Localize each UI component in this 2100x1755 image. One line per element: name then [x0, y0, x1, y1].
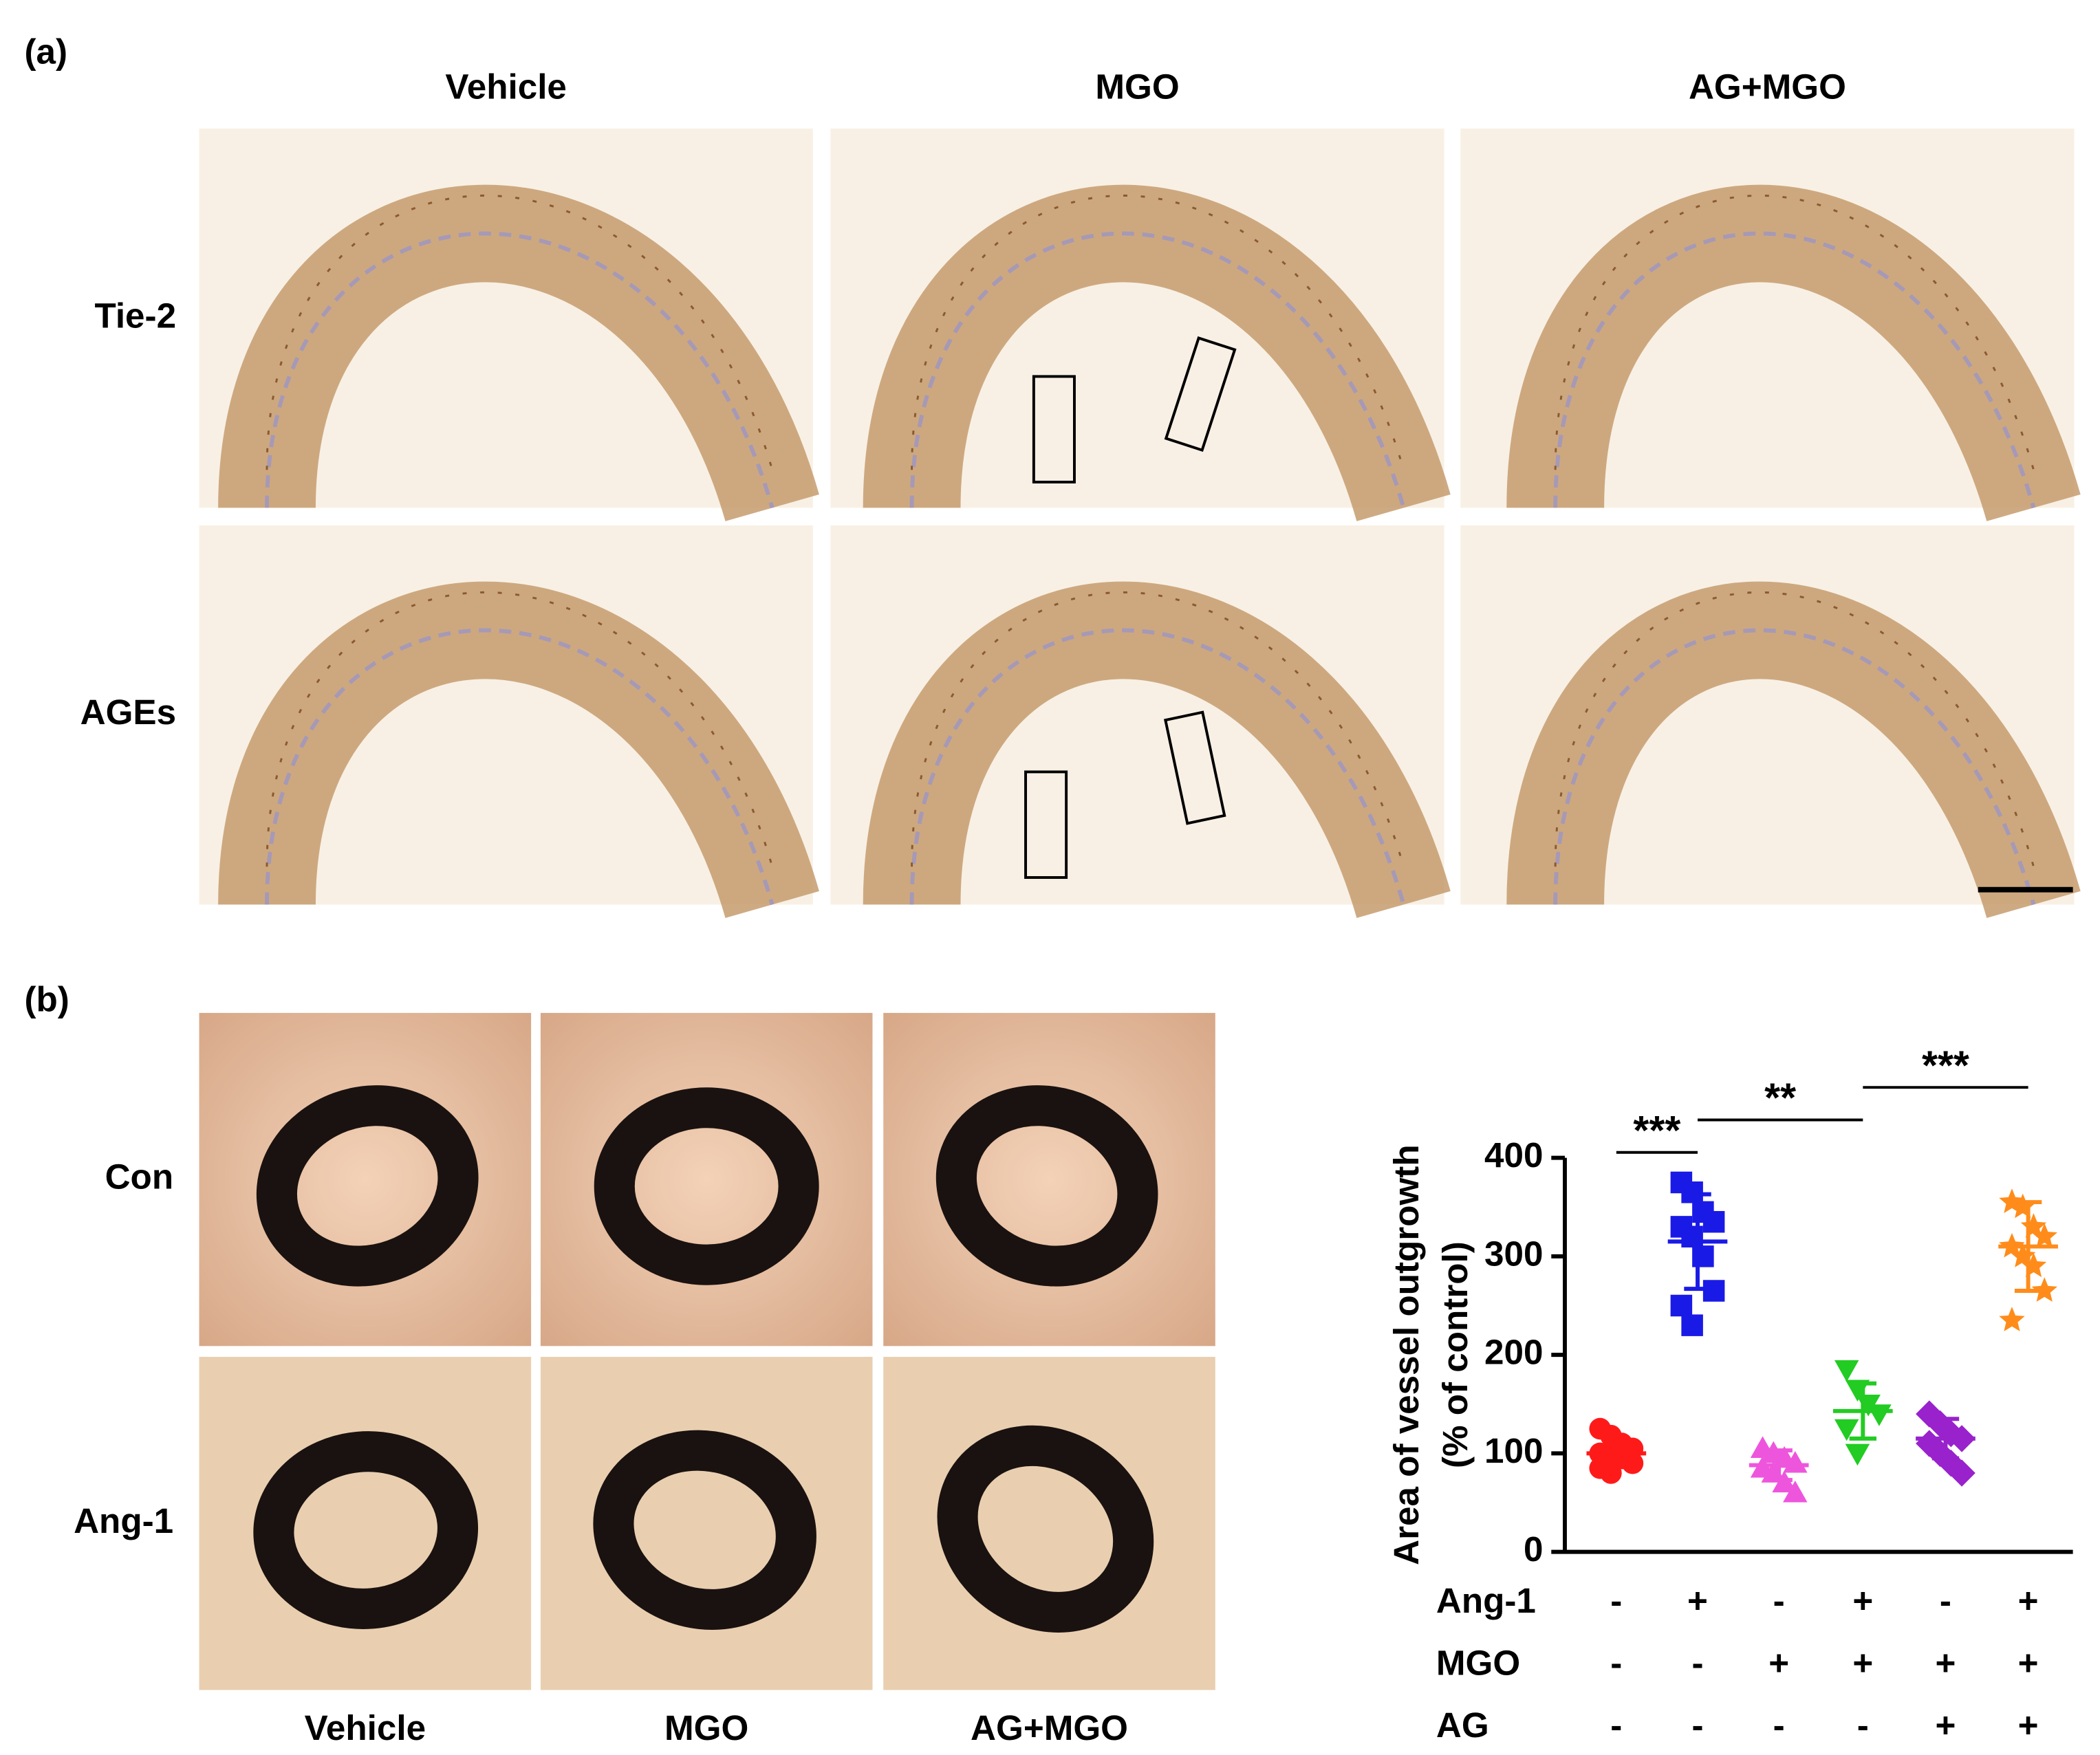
- data-point: [2031, 1277, 2057, 1302]
- vessel-wall: [863, 581, 1451, 918]
- aortic-ring: [594, 1087, 819, 1285]
- condition-sign: -: [1940, 1581, 1951, 1620]
- column-label: MGO: [1095, 67, 1179, 106]
- data-point: [1834, 1360, 1859, 1382]
- row-label: Con: [105, 1157, 174, 1197]
- condition-sign: -: [1773, 1705, 1785, 1745]
- data-point: [1867, 1404, 1892, 1426]
- ring-image: [540, 1012, 873, 1347]
- vessel-lamina: [1553, 628, 2036, 906]
- data-point: [1681, 1314, 1703, 1336]
- highlight-box: [1163, 710, 1226, 825]
- condition-sign: +: [1687, 1581, 1708, 1620]
- y-tick-label: 100: [1484, 1431, 1543, 1470]
- highlight-box: [1024, 770, 1068, 879]
- y-tick-label: 0: [1524, 1529, 1543, 1569]
- condition-sign: +: [2018, 1705, 2039, 1745]
- aortic-ring: [256, 1085, 479, 1287]
- y-axis-label: Area of vessel outgrowth: [1387, 1144, 1426, 1565]
- ring-image: [883, 1357, 1215, 1690]
- vessel-lamina: [1553, 231, 2036, 509]
- significance-label: ***: [1922, 1043, 1969, 1088]
- vessel-wall: [863, 184, 1451, 521]
- significance-label: **: [1764, 1076, 1796, 1121]
- condition-sign: +: [1852, 1581, 1873, 1620]
- row-label: Ang-1: [74, 1501, 173, 1540]
- vessel-lamina: [265, 628, 775, 906]
- y-tick-label: 200: [1484, 1333, 1543, 1372]
- condition-sign: -: [1610, 1644, 1622, 1683]
- data-point: [1999, 1307, 2025, 1331]
- aortic-ring: [937, 1425, 1154, 1633]
- column-label: MGO: [664, 1708, 748, 1747]
- aortic-ring: [935, 1085, 1158, 1287]
- y-tick-label: 400: [1484, 1135, 1543, 1175]
- data-point: [1783, 1450, 1808, 1473]
- condition-sign: -: [1610, 1705, 1622, 1745]
- condition-label: MGO: [1436, 1644, 1520, 1683]
- condition-sign: +: [2018, 1644, 2039, 1683]
- vessel-lamina: [265, 231, 775, 509]
- condition-label: AG: [1436, 1705, 1489, 1745]
- condition-label: Ang-1: [1436, 1581, 1536, 1620]
- panel-label: (a): [24, 32, 67, 71]
- condition-sign: -: [1691, 1644, 1703, 1683]
- data-point: [1670, 1294, 1693, 1317]
- condition-sign: +: [1852, 1644, 1873, 1683]
- row-label: AGEs: [80, 693, 176, 732]
- ring-image: [883, 1012, 1215, 1347]
- y-tick-label: 300: [1484, 1234, 1543, 1273]
- column-label: AG+MGO: [971, 1708, 1128, 1747]
- column-label: AG+MGO: [1689, 67, 1846, 106]
- condition-sign: +: [2018, 1581, 2039, 1620]
- y-axis-label: (% of control): [1436, 1241, 1475, 1468]
- ring-image: [540, 1357, 873, 1690]
- ring-image: [199, 1357, 532, 1690]
- condition-sign: -: [1691, 1705, 1703, 1745]
- data-point: [1948, 1459, 1975, 1487]
- aortic-ring: [593, 1430, 816, 1630]
- data-point: [1845, 1443, 1870, 1466]
- condition-sign: +: [1936, 1705, 1956, 1745]
- condition-sign: -: [1773, 1581, 1785, 1620]
- aortic-ring: [253, 1431, 479, 1629]
- data-point: [1621, 1452, 1644, 1474]
- condition-sign: +: [1936, 1644, 1956, 1683]
- data-point: [1692, 1245, 1714, 1267]
- highlight-box: [1164, 336, 1237, 453]
- significance-label: ***: [1633, 1108, 1680, 1153]
- column-label: Vehicle: [305, 1708, 426, 1747]
- panel-label: (b): [24, 980, 69, 1019]
- condition-sign: -: [1857, 1705, 1869, 1745]
- column-label: Vehicle: [445, 67, 566, 106]
- data-point: [1834, 1419, 1859, 1441]
- data-point: [1702, 1210, 1725, 1233]
- row-label: Tie-2: [94, 296, 176, 335]
- condition-sign: -: [1610, 1581, 1622, 1620]
- condition-sign: +: [1768, 1644, 1789, 1683]
- highlight-box: [1032, 375, 1076, 483]
- data-point: [2031, 1223, 2057, 1248]
- data-point: [1783, 1480, 1808, 1503]
- ring-image: [199, 1012, 532, 1347]
- data-point: [1681, 1225, 1703, 1247]
